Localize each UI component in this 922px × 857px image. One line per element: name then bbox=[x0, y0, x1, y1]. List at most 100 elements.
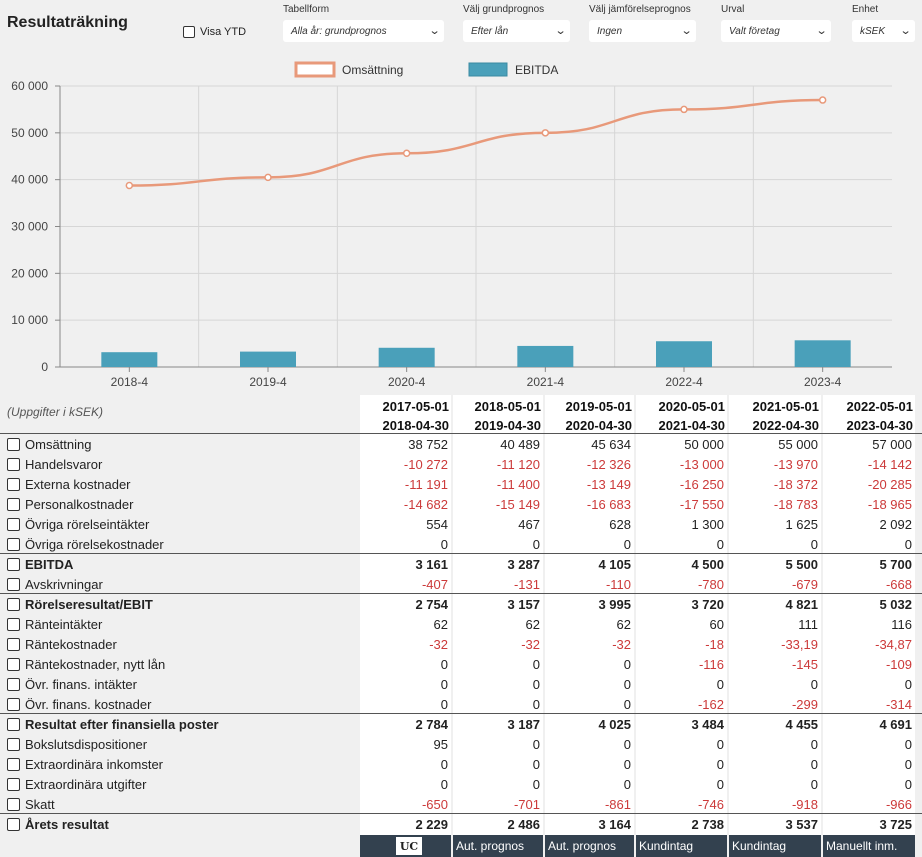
table-row: Handelsvaror -10 272 -11 120 -12 326 -13 000… bbox=[0, 454, 922, 474]
row-label[interactable]: Omsättning bbox=[7, 437, 91, 452]
row-checkbox[interactable] bbox=[7, 638, 20, 651]
tabellform-select[interactable]: Alla år: grundprognos ⌄ bbox=[283, 20, 444, 42]
row-label-text: Externa kostnader bbox=[25, 477, 131, 492]
table-cell: -11 191 bbox=[404, 477, 448, 492]
table-cell: -15 149 bbox=[495, 497, 540, 512]
row-label-text: Ränteintäkter bbox=[25, 617, 103, 632]
table-cell: 3 164 bbox=[598, 817, 631, 832]
row-checkbox[interactable] bbox=[7, 538, 20, 551]
table-cell: -13 970 bbox=[773, 457, 818, 472]
row-checkbox[interactable] bbox=[7, 818, 20, 831]
row-label[interactable]: Avskrivningar bbox=[7, 577, 103, 592]
table-cell: 628 bbox=[609, 517, 631, 532]
row-checkbox[interactable] bbox=[7, 678, 20, 691]
row-label[interactable]: Resultat efter finansiella poster bbox=[7, 717, 219, 732]
table-cell: 0 bbox=[532, 537, 540, 552]
row-checkbox[interactable] bbox=[7, 758, 20, 771]
row-label[interactable]: Övriga rörelseintäkter bbox=[7, 517, 149, 532]
row-checkbox[interactable] bbox=[7, 698, 20, 711]
ebitda-bar bbox=[101, 352, 158, 367]
jamforelseprognos-control: Välj jämförelseprognos Ingen ⌄ bbox=[589, 4, 696, 42]
urval-value: Valt företag bbox=[729, 25, 780, 37]
row-checkbox[interactable] bbox=[7, 518, 20, 531]
row-label[interactable]: Personalkostnader bbox=[7, 497, 133, 512]
row-label[interactable]: Räntekostnader bbox=[7, 637, 117, 652]
chevron-down-icon: ⌄ bbox=[815, 25, 828, 37]
period-start: 2020-05-01 bbox=[658, 399, 726, 414]
row-checkbox[interactable] bbox=[7, 658, 20, 671]
jamforelseprognos-select[interactable]: Ingen ⌄ bbox=[589, 20, 696, 42]
table-cell: -12 326 bbox=[586, 457, 631, 472]
visa-ytd-toggle[interactable]: Visa YTD bbox=[183, 26, 246, 38]
row-checkbox[interactable] bbox=[7, 738, 20, 751]
row-checkbox[interactable] bbox=[7, 618, 20, 631]
table-cell: -679 bbox=[791, 577, 818, 592]
table-cell: -18 783 bbox=[773, 497, 818, 512]
period-header: 2017-05-01 2018-04-30 bbox=[360, 397, 450, 435]
table-row: Resultat efter finansiella poster 2 784 3 … bbox=[0, 714, 922, 734]
row-checkbox[interactable] bbox=[7, 598, 20, 611]
table-cell: 0 bbox=[810, 677, 818, 692]
row-checkbox[interactable] bbox=[7, 438, 20, 451]
table-row: Omsättning 38 752 40 489 45 634 50 000 55 000… bbox=[0, 434, 922, 454]
table-cell: 5 700 bbox=[879, 557, 912, 572]
row-checkbox[interactable] bbox=[7, 778, 20, 791]
table-cell: 3 995 bbox=[598, 597, 631, 612]
tabellform-value: Alla år: grundprognos bbox=[291, 25, 387, 37]
row-checkbox[interactable] bbox=[7, 458, 20, 471]
table-cell: 0 bbox=[716, 757, 724, 772]
table-cell: -33,19 bbox=[781, 637, 818, 652]
table-cell: 0 bbox=[904, 777, 912, 792]
row-label-text: Övr. finans. intäkter bbox=[25, 677, 137, 692]
row-label[interactable]: Extraordinära utgifter bbox=[7, 777, 146, 792]
table-cell: -32 bbox=[612, 637, 631, 652]
table-row: Övriga rörelseintäkter 554 467 628 1 300 1 62… bbox=[0, 514, 922, 534]
table-cell: 554 bbox=[426, 517, 448, 532]
row-checkbox[interactable] bbox=[7, 558, 20, 571]
row-checkbox[interactable] bbox=[7, 498, 20, 511]
table-cell: 57 000 bbox=[872, 437, 912, 452]
table-cell: 38 752 bbox=[408, 437, 448, 452]
grundprognos-select[interactable]: Efter lån ⌄ bbox=[463, 20, 570, 42]
row-label[interactable]: Övr. finans. kostnader bbox=[7, 697, 151, 712]
visa-ytd-checkbox[interactable] bbox=[183, 26, 195, 38]
x-tick-label: 2023-4 bbox=[804, 375, 842, 389]
row-label[interactable]: Externa kostnader bbox=[7, 477, 131, 492]
period-start: 2017-05-01 bbox=[382, 399, 450, 414]
page-title: Resultaträkning bbox=[7, 14, 128, 31]
table-cell: -14 142 bbox=[867, 457, 912, 472]
table-row: Extraordinära utgifter 0 0 0 0 0 0 bbox=[0, 774, 922, 794]
urval-select[interactable]: Valt företag ⌄ bbox=[721, 20, 831, 42]
row-label[interactable]: Bokslutsdispositioner bbox=[7, 737, 147, 752]
table-cell: -13 000 bbox=[679, 457, 724, 472]
table-cell: -650 bbox=[421, 797, 448, 812]
row-label[interactable]: Årets resultat bbox=[7, 817, 109, 832]
row-label[interactable]: Räntekostnader, nytt lån bbox=[7, 657, 165, 672]
row-label[interactable]: Ränteintäkter bbox=[7, 617, 102, 632]
table-row: Skatt -650 -701 -861 -746 -918 -966 bbox=[0, 794, 922, 814]
row-checkbox[interactable] bbox=[7, 578, 20, 591]
x-tick-label: 2022-4 bbox=[665, 375, 703, 389]
table-cell: -299 bbox=[791, 697, 818, 712]
chevron-down-icon: ⌄ bbox=[428, 25, 441, 37]
row-checkbox[interactable] bbox=[7, 478, 20, 491]
table-cell: 5 500 bbox=[785, 557, 818, 572]
row-label[interactable]: Extraordinära inkomster bbox=[7, 757, 163, 772]
enhet-select[interactable]: kSEK ⌄ bbox=[852, 20, 915, 42]
table-cell: -13 149 bbox=[586, 477, 631, 492]
row-label[interactable]: Rörelseresultat/EBIT bbox=[7, 597, 153, 612]
row-label[interactable]: Övriga rörelsekostnader bbox=[7, 537, 164, 552]
period-start: 2021-05-01 bbox=[752, 399, 820, 414]
table-cell: 0 bbox=[440, 697, 448, 712]
row-label-text: Räntekostnader, nytt lån bbox=[25, 657, 166, 672]
omsattning-line bbox=[129, 98, 823, 187]
chevron-down-icon: ⌄ bbox=[554, 25, 567, 37]
x-tick-label: 2020-4 bbox=[388, 375, 426, 389]
table-cell: 3 484 bbox=[691, 717, 724, 732]
row-label[interactable]: EBITDA bbox=[7, 557, 73, 572]
row-label[interactable]: Övr. finans. intäkter bbox=[7, 677, 137, 692]
row-label[interactable]: Skatt bbox=[7, 797, 55, 812]
row-label[interactable]: Handelsvaror bbox=[7, 457, 102, 472]
row-checkbox[interactable] bbox=[7, 798, 20, 811]
row-checkbox[interactable] bbox=[7, 718, 20, 731]
